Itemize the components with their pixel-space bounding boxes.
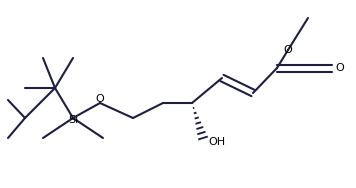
Text: O: O: [336, 63, 344, 73]
Text: O: O: [284, 45, 292, 55]
Text: OH: OH: [208, 137, 226, 147]
Text: Si: Si: [68, 115, 78, 125]
Text: O: O: [96, 94, 104, 104]
